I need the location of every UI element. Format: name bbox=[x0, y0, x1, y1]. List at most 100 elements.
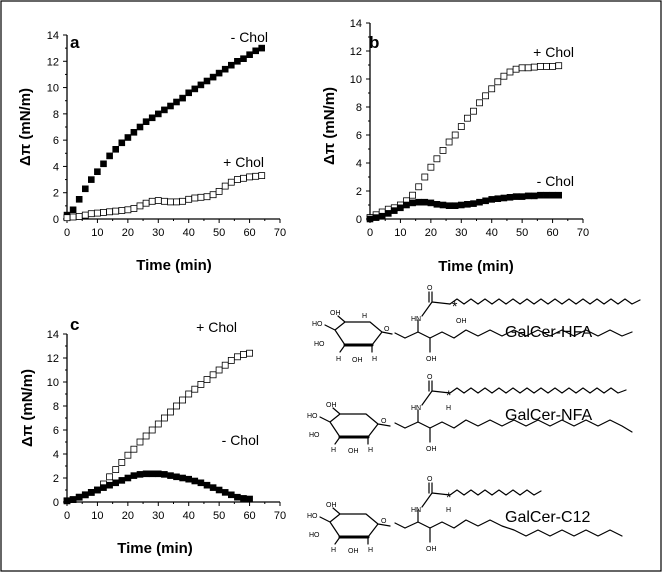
panel-a-series-minus-chol-point bbox=[234, 57, 241, 65]
panel-c-series-minus-chol-point bbox=[228, 491, 235, 499]
panel-a-series-minus-chol-point bbox=[185, 89, 192, 97]
panel-a-series-minus-chol-point bbox=[118, 139, 126, 147]
panel-a-series-plus-chol-point bbox=[106, 208, 113, 216]
panel-a-series-minus-chol-point bbox=[100, 160, 107, 168]
panel-a-plot: 0 10 20 30 40 50 60 70 0 2 4 6 8 10 12 14 bbox=[47, 30, 286, 239]
panel-a-series-minus-chol-point bbox=[209, 73, 217, 81]
panel-c-series-minus-chol-point bbox=[179, 474, 186, 482]
panel-c-series-plus-chol-point bbox=[221, 361, 229, 369]
c12-atom-o: O bbox=[427, 476, 433, 483]
panel-a-x-tick-label: 10 bbox=[91, 227, 103, 239]
hfa-sphingoid-chain bbox=[404, 329, 633, 339]
panel-a-series-plus-chol-point bbox=[63, 214, 71, 222]
panel-c-series-plus-chol-point bbox=[112, 466, 120, 474]
panel-b-series-minus-chol-point bbox=[488, 196, 496, 203]
panel-b-series-plus-chol-point bbox=[494, 78, 502, 86]
panel-c-plot: 0 10 20 30 40 50 60 70 0 2 4 6 8 10 12 14 bbox=[47, 329, 286, 522]
panel-c-y-tick-label: 4 bbox=[53, 449, 59, 461]
c12-atom-oh-ring: OH bbox=[326, 502, 337, 509]
c12-fatty-chain bbox=[449, 489, 542, 496]
nfa-atom-hn: HN bbox=[411, 405, 421, 412]
panel-a-series-minus-chol-point bbox=[252, 47, 259, 55]
panel-c-series-minus-chol-point bbox=[221, 489, 229, 496]
panel-c-series-minus-chol-point bbox=[173, 473, 180, 481]
hfa-atom-o-glyco: O bbox=[384, 326, 390, 333]
panel-c-letter: c bbox=[70, 315, 79, 334]
hfa-atom-o: O bbox=[427, 285, 433, 292]
panel-b-series-minus-chol-point bbox=[464, 201, 471, 208]
nfa-atom-oh-ring2: OH bbox=[348, 448, 359, 455]
panel-c-series-minus-chol-point bbox=[82, 491, 89, 499]
panel-b-y-tick-label: 12 bbox=[350, 46, 362, 58]
panel-a-y-tick-label: 2 bbox=[53, 188, 59, 200]
panel-a-series-minus-chol-point bbox=[94, 168, 101, 175]
hfa-amide bbox=[421, 291, 451, 317]
panel-c: c + Chol - Chol Time (min) Δπ (mN/m) 0 10… bbox=[19, 315, 286, 557]
panel-a-x-tick-label: 0 bbox=[64, 227, 70, 239]
panel-c-series-plus-chol-point bbox=[142, 432, 150, 440]
panel-a-series-plus-chol-point bbox=[173, 198, 180, 206]
panel-c-series-minus-chol-point bbox=[234, 493, 241, 501]
panel-c-series-minus-chol-point bbox=[136, 471, 144, 478]
panel-a-series-plus-chol-point bbox=[130, 205, 138, 212]
panel-a-y-tick-label: 4 bbox=[53, 161, 59, 173]
panel-a-series-plus-chol-point bbox=[154, 197, 162, 205]
panel-b-x-tick-label: 50 bbox=[516, 227, 528, 239]
nfa-atom-o: O bbox=[427, 374, 433, 381]
panel-c-y-tick-label: 6 bbox=[53, 425, 59, 437]
panel-c-series-minus-chol-point bbox=[94, 486, 101, 494]
panel-b-series-minus-chol-point bbox=[524, 192, 532, 200]
panel-b-x-tick-label: 10 bbox=[394, 227, 406, 239]
c12-sphingoid-chain bbox=[404, 519, 623, 537]
panel-b-series-plus-chol-point bbox=[530, 63, 538, 71]
panel-c-y-tick-label: 0 bbox=[53, 497, 59, 509]
panel-b-label-minus-chol: - Chol bbox=[537, 173, 574, 189]
panel-b-series-minus-chol-point bbox=[415, 198, 423, 206]
panel-c-series-plus-chol-point bbox=[136, 438, 144, 446]
panel-c-xlabel: Time (min) bbox=[117, 540, 193, 557]
panel-a-series-minus-chol-point bbox=[142, 118, 150, 125]
nfa-headgroup-link bbox=[394, 409, 431, 443]
panel-a-series-plus-chol-point bbox=[185, 195, 193, 203]
panel-c-series-plus-chol-point bbox=[209, 371, 217, 379]
panel-a-series-minus-chol-point bbox=[148, 114, 156, 122]
c12-atom-hn: HN bbox=[411, 507, 421, 514]
c12-atom-oh-ring2: OH bbox=[348, 548, 359, 555]
panel-a-y-tick-label: 12 bbox=[47, 56, 59, 68]
panel-c-series-plus-chol-point bbox=[246, 349, 254, 357]
panel-b-y-tick-label: 10 bbox=[350, 74, 362, 86]
panel-a-series-minus-chol-point bbox=[112, 146, 119, 153]
panel-b-series-minus-chol-point bbox=[421, 198, 429, 206]
panel-b-series-minus-chol-point bbox=[378, 212, 386, 220]
panel-b-series-plus-chol-point bbox=[433, 155, 441, 163]
c12-atom-oh: OH bbox=[426, 546, 437, 553]
structure-hfa-name: GalCer-HFA bbox=[505, 324, 592, 341]
panel-a-series-plus-chol-point bbox=[215, 187, 223, 195]
panel-c-series-plus-chol-point bbox=[197, 380, 205, 388]
panel-c-series-minus-chol-point bbox=[148, 470, 156, 478]
hfa-atom-hn: HN bbox=[411, 316, 421, 323]
panel-b-series-plus-chol-point bbox=[555, 62, 563, 70]
panel-b-series-minus-chol-point bbox=[512, 193, 520, 200]
panel-a-series-minus-chol-point bbox=[88, 176, 95, 183]
nfa-atom-ho-b: HO bbox=[309, 432, 320, 439]
nfa-atom-oh-ring: OH bbox=[326, 402, 337, 409]
panel-c-y-tick-label: 2 bbox=[53, 473, 59, 485]
panel-c-y-tick-label: 10 bbox=[47, 377, 59, 389]
c12-atom-o-glyco: O bbox=[381, 518, 387, 525]
panel-b-y-tick-label: 4 bbox=[356, 158, 362, 170]
panel-c-x-tick-label: 60 bbox=[243, 510, 255, 522]
panel-a-ylabel: Δπ (mN/m) bbox=[17, 88, 34, 166]
panel-a-series-plus-chol-point bbox=[179, 197, 187, 205]
panel-c-series-plus-chol-point bbox=[240, 350, 247, 358]
hfa-atom-h3: H bbox=[362, 313, 367, 320]
panel-c-series-minus-chol-point bbox=[63, 497, 71, 505]
panel-b: b + Chol - Chol Time (min) Δπ (mN/m) 0 10… bbox=[321, 18, 589, 275]
nfa-galactose-ring bbox=[319, 407, 391, 445]
panel-a-y-tick-label: 6 bbox=[53, 135, 59, 147]
panel-b-series-plus-chol-point bbox=[506, 68, 514, 76]
panel-a-series-minus-chol-point bbox=[69, 206, 77, 214]
panel-c-x-tick-label: 70 bbox=[274, 510, 286, 522]
